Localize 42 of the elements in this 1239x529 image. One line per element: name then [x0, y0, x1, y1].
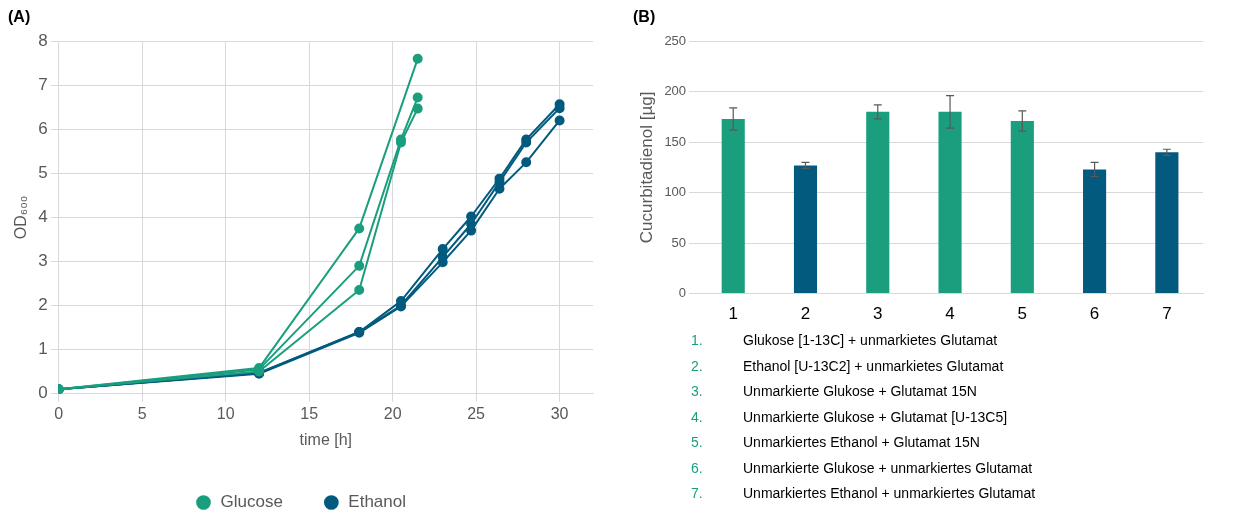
- legend-label: Glucose: [220, 492, 283, 512]
- legend-label: Ethanol: [348, 492, 407, 512]
- x-tick-label: 0: [54, 404, 64, 422]
- x-tick-label: 25: [467, 404, 486, 422]
- y-tick-label: 0: [678, 285, 687, 301]
- x-tick-label: 3: [873, 304, 883, 324]
- y-axis-title: OD₆₀₀: [12, 195, 30, 240]
- x-tick-label: 20: [383, 404, 402, 422]
- y-tick-label: 1: [38, 339, 48, 359]
- y-tick-label: 250: [664, 32, 687, 48]
- text: 1. Glukose [1-13C] + unmarkietes Glutamat: [691, 332, 998, 348]
- y-tick-label: 100: [664, 184, 687, 200]
- chart-title: (A): [8, 8, 31, 26]
- y-tick-label: 5: [38, 163, 48, 183]
- y-tick-label: 50: [671, 234, 687, 250]
- x-tick-label: 5: [1017, 304, 1028, 324]
- x-axis-title: time [h]: [299, 430, 353, 448]
- text: 5. Unmarkiertes Ethanol + Glutamat 15N: [691, 434, 980, 450]
- y-tick-label: 8: [38, 30, 48, 50]
- x-tick-label: 10: [216, 404, 235, 422]
- text: 6. Unmarkierte Glukose + unmarkiertes Glutamat: [691, 459, 1033, 476]
- chart-title: (B): [633, 8, 656, 26]
- x-tick-label: 2: [800, 304, 811, 324]
- x-tick-label: 1: [728, 304, 738, 324]
- y-tick-label: 0: [38, 383, 48, 403]
- y-axis-title: Cucurbitadienol [µg]: [636, 91, 656, 244]
- text: 4. Unmarkierte Glukose + Glutamat [U-13C5]: [691, 408, 1008, 425]
- y-tick-label: 6: [38, 118, 48, 138]
- text: 7. Unmarkiertes Ethanol + unmarkiertes Glutamat: [691, 485, 1036, 501]
- x-tick-label: 4: [945, 304, 955, 324]
- x-tick-label: 5: [137, 404, 147, 422]
- x-tick-label: 30: [550, 404, 569, 422]
- x-tick-label: 6: [1089, 304, 1100, 324]
- y-tick-label: 200: [664, 83, 687, 99]
- text: 2. Ethanol [U-13C2] + unmarkietes Glutamat: [691, 357, 1004, 374]
- y-tick-label: 3: [38, 251, 48, 271]
- x-tick-label: 15: [300, 404, 319, 422]
- y-tick-label: 150: [664, 133, 687, 149]
- y-tick-label: 4: [38, 207, 48, 227]
- y-tick-label: 7: [38, 74, 48, 94]
- x-tick-label: 7: [1162, 304, 1172, 324]
- text: 3. Unmarkierte Glukose + Glutamat 15N: [691, 383, 977, 399]
